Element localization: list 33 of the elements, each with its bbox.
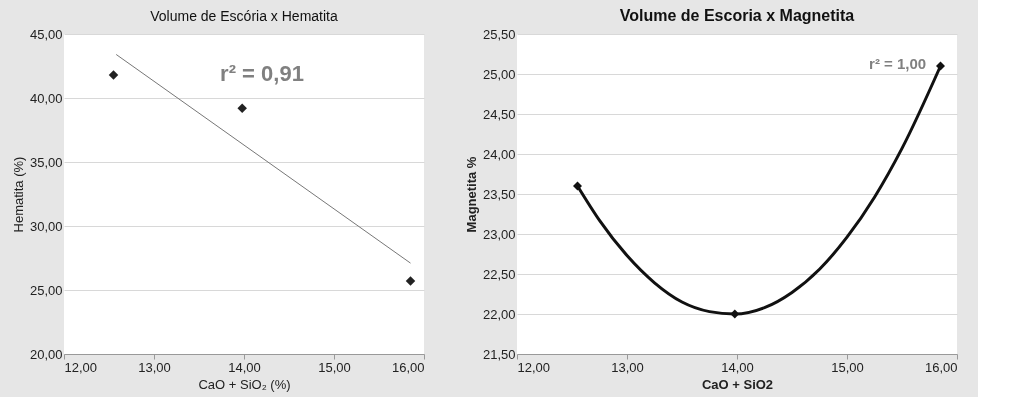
annotation: r² = 1,00: [869, 55, 927, 72]
chart-title: Volume de Escória x Hematita: [150, 8, 338, 24]
y-axis-title: Magnetita %: [463, 156, 479, 233]
y-tick-label: 25,50: [482, 26, 516, 42]
x-tick-label: 16,00: [924, 359, 958, 375]
y-tick-label: 25,00: [482, 66, 516, 82]
y-tick-label: 24,00: [482, 146, 516, 162]
y-tick-label: 40,00: [29, 90, 63, 106]
y-tick-label: 22,00: [482, 306, 516, 322]
annotation: r² = 0,91: [220, 61, 304, 86]
x-tick-label: 12,00: [517, 359, 551, 375]
y-axis-title: Hematita (%): [10, 156, 26, 233]
y-tick-label: 23,50: [482, 186, 516, 202]
x-tick-label: 14,00: [721, 359, 754, 375]
y-tick-label: 21,50: [482, 346, 516, 362]
y-tick-label: 45,00: [29, 26, 63, 42]
x-tick-label: 13,00: [611, 359, 644, 375]
x-tick-label: 12,00: [64, 359, 98, 375]
y-tick-label: 20,00: [29, 346, 63, 362]
y-tick-label: 22,50: [482, 266, 516, 282]
x-tick-label: 14,00: [228, 359, 261, 375]
y-tick-label: 35,00: [29, 154, 63, 170]
y-tick-label: 24,50: [482, 106, 516, 122]
chart-title: Volume de Escoria x Magnetita: [619, 7, 855, 24]
x-axis-title: CaO + SiO₂ (%): [198, 376, 291, 392]
x-tick-label: 15,00: [831, 359, 864, 375]
y-tick-label: 23,00: [482, 226, 516, 242]
x-tick-label: 15,00: [318, 359, 351, 375]
y-tick-label: 25,00: [29, 282, 63, 298]
y-tick-label: 30,00: [29, 218, 63, 234]
x-axis-title: CaO + SiO2: [701, 376, 774, 392]
x-tick-label: 13,00: [138, 359, 171, 375]
x-tick-label: 16,00: [391, 359, 425, 375]
